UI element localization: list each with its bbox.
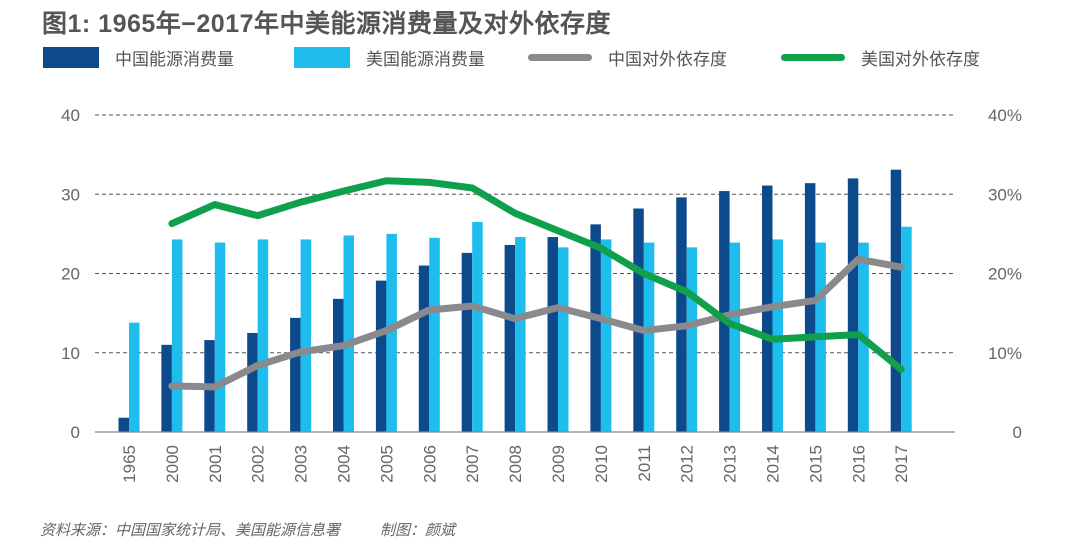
legend-item-us-dependence: 美国对外依存度: [781, 46, 980, 69]
bar-china-consumption: [676, 197, 687, 432]
bar-us-consumption: [343, 235, 354, 432]
bar-us-consumption: [171, 239, 183, 432]
legend-label: 美国对外依存度: [861, 49, 980, 69]
bar-us-consumption: [901, 226, 912, 432]
x-tick-label: 2005: [377, 445, 396, 483]
right-tick-label: 40%: [988, 106, 1022, 125]
x-tick-label: 2003: [292, 445, 311, 483]
bar-us-consumption: [429, 237, 440, 432]
x-tick-label: 2000: [163, 445, 182, 483]
x-tick-label: 2004: [335, 445, 354, 483]
x-tick-label: 2014: [764, 445, 783, 483]
chart-author: 制图：颜斌: [380, 522, 456, 539]
bar-us-consumption: [386, 233, 397, 432]
x-tick-label: 2015: [806, 445, 825, 483]
left-tick-label: 10: [61, 344, 80, 363]
bar-us-consumption: [558, 247, 569, 432]
legend-swatch: [294, 46, 350, 68]
legend-swatch: [43, 46, 99, 68]
bar-china-consumption: [633, 208, 644, 432]
x-tick-label: 2010: [592, 445, 611, 483]
left-tick-label: 40: [61, 106, 80, 125]
line-us-dependence: [168, 177, 905, 373]
legend-item-us-consumption: 美国能源消费量: [294, 46, 485, 69]
x-tick-label: 2009: [549, 445, 568, 483]
bar-china-consumption: [719, 191, 730, 432]
bar-us-consumption: [214, 242, 226, 432]
bar-china-consumption: [804, 183, 816, 432]
bar-china-consumption: [375, 280, 387, 432]
chart-title: 图1: 1965年−2017年中美能源消费量及对外依存度: [42, 10, 612, 38]
bar-china-consumption: [161, 344, 172, 432]
bar-us-consumption: [257, 239, 269, 432]
bar-us-consumption: [643, 242, 655, 432]
x-tick-label: 2006: [420, 445, 439, 483]
x-tick-label: 2008: [506, 445, 525, 483]
x-tick-label: 2017: [892, 445, 911, 483]
x-tick-label: 2002: [249, 445, 268, 483]
bar-us-consumption: [300, 239, 312, 432]
x-tick-label: 2007: [463, 445, 482, 483]
bar-china-consumption: [333, 298, 344, 432]
bar-china-consumption: [590, 224, 601, 432]
x-tick-label: 2013: [721, 445, 740, 483]
x-tick-label: 2011: [635, 445, 654, 482]
x-tick-label: 1965: [120, 445, 139, 483]
bar-china-consumption: [504, 244, 516, 432]
bar-china-consumption: [118, 417, 129, 432]
right-tick-label: 30%: [988, 185, 1022, 204]
bar-us-consumption: [686, 247, 698, 432]
data-source: 资料来源：中国国家统计局、美国能源信息署: [40, 522, 341, 539]
right-tick-label: 10%: [988, 344, 1022, 363]
bar-china-consumption: [847, 178, 859, 432]
legend-label: 中国对外依存度: [608, 49, 727, 69]
bar-us-consumption: [129, 322, 140, 432]
left-tick-label: 30: [61, 185, 80, 204]
bar-us-consumption: [472, 221, 483, 432]
legend-line: [781, 53, 845, 61]
legend-item-china-consumption: 中国能源消费量: [43, 46, 234, 69]
left-tick-label: 20: [61, 265, 80, 284]
bar-china-consumption: [290, 317, 301, 432]
legend-label: 中国能源消费量: [115, 49, 234, 69]
x-tick-label: 2016: [849, 445, 868, 483]
legend-line: [528, 53, 592, 61]
bar-china-consumption: [418, 265, 430, 432]
source-note: 资料来源：中国国家统计局、美国能源信息署 制图：颜斌: [40, 519, 495, 540]
legend-item-china-dependence: 中国对外依存度: [528, 46, 727, 69]
right-tick-label: 20%: [988, 265, 1022, 284]
bar-us-consumption: [515, 237, 526, 432]
legend-label: 美国能源消费量: [366, 49, 485, 69]
bar-china-consumption: [890, 169, 902, 432]
bar-china-consumption: [547, 237, 558, 432]
x-tick-label: 2012: [678, 445, 697, 483]
bar-us-consumption: [600, 239, 612, 432]
x-tick-label: 2001: [206, 445, 225, 483]
bar-china-consumption: [247, 332, 258, 432]
right-tick-label: 0: [1013, 423, 1022, 442]
left-tick-label: 0: [71, 423, 80, 442]
bar-us-consumption: [729, 242, 741, 432]
line-china-dependence: [168, 255, 905, 391]
bar-china-consumption: [461, 252, 473, 432]
